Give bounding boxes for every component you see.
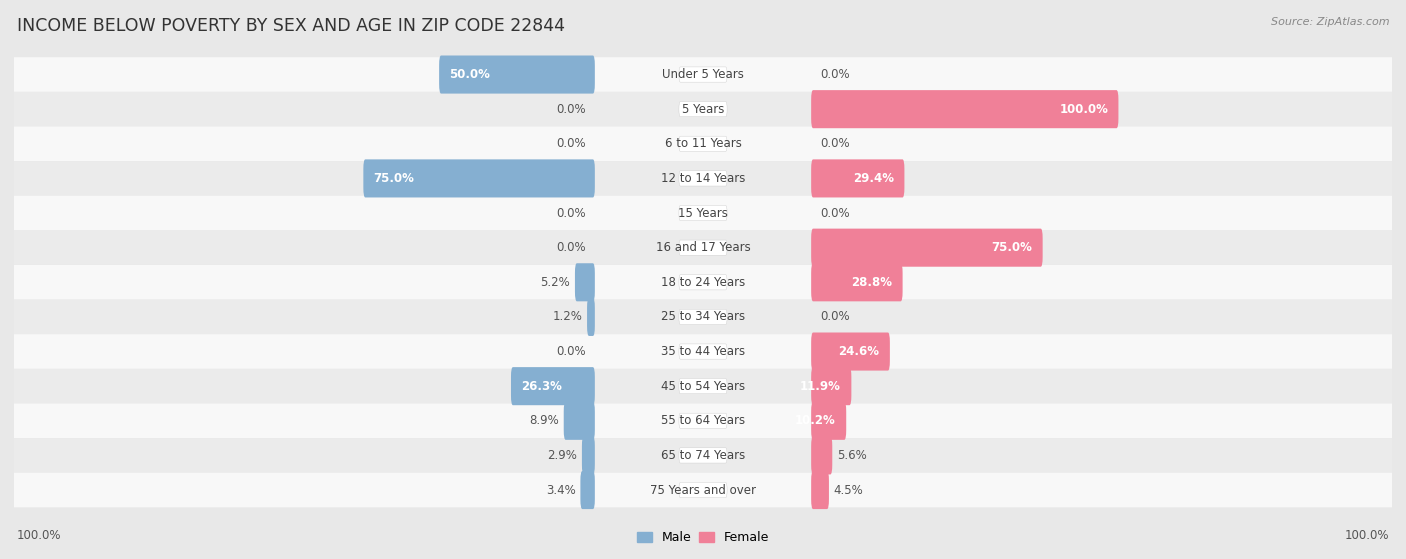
- Text: Source: ZipAtlas.com: Source: ZipAtlas.com: [1271, 17, 1389, 27]
- FancyBboxPatch shape: [811, 437, 832, 475]
- FancyBboxPatch shape: [679, 67, 727, 82]
- Text: 0.0%: 0.0%: [557, 345, 586, 358]
- Text: 75.0%: 75.0%: [991, 241, 1032, 254]
- FancyBboxPatch shape: [0, 300, 1406, 334]
- FancyBboxPatch shape: [0, 369, 1406, 404]
- FancyBboxPatch shape: [679, 102, 727, 117]
- FancyBboxPatch shape: [582, 437, 595, 475]
- Text: 5.6%: 5.6%: [837, 449, 868, 462]
- FancyBboxPatch shape: [581, 471, 595, 509]
- FancyBboxPatch shape: [0, 92, 1406, 126]
- Text: 8.9%: 8.9%: [529, 414, 560, 427]
- Text: 0.0%: 0.0%: [557, 138, 586, 150]
- Text: 2.9%: 2.9%: [547, 449, 576, 462]
- FancyBboxPatch shape: [0, 161, 1406, 196]
- Text: 1.2%: 1.2%: [553, 310, 582, 324]
- Text: 12 to 14 Years: 12 to 14 Years: [661, 172, 745, 185]
- FancyBboxPatch shape: [0, 438, 1406, 473]
- FancyBboxPatch shape: [811, 159, 904, 197]
- FancyBboxPatch shape: [0, 230, 1406, 265]
- FancyBboxPatch shape: [363, 159, 595, 197]
- Text: Under 5 Years: Under 5 Years: [662, 68, 744, 81]
- FancyBboxPatch shape: [679, 413, 727, 428]
- FancyBboxPatch shape: [0, 57, 1406, 92]
- FancyBboxPatch shape: [679, 344, 727, 359]
- FancyBboxPatch shape: [0, 126, 1406, 161]
- Text: 18 to 24 Years: 18 to 24 Years: [661, 276, 745, 289]
- FancyBboxPatch shape: [0, 196, 1406, 230]
- FancyBboxPatch shape: [679, 240, 727, 255]
- Text: 0.0%: 0.0%: [820, 206, 849, 220]
- FancyBboxPatch shape: [439, 55, 595, 93]
- Text: 45 to 54 Years: 45 to 54 Years: [661, 380, 745, 392]
- FancyBboxPatch shape: [679, 482, 727, 498]
- Text: INCOME BELOW POVERTY BY SEX AND AGE IN ZIP CODE 22844: INCOME BELOW POVERTY BY SEX AND AGE IN Z…: [17, 17, 565, 35]
- FancyBboxPatch shape: [679, 171, 727, 186]
- Text: 65 to 74 Years: 65 to 74 Years: [661, 449, 745, 462]
- FancyBboxPatch shape: [811, 471, 830, 509]
- FancyBboxPatch shape: [0, 404, 1406, 438]
- FancyBboxPatch shape: [679, 136, 727, 151]
- Text: 100.0%: 100.0%: [1344, 529, 1389, 542]
- Text: 16 and 17 Years: 16 and 17 Years: [655, 241, 751, 254]
- Text: 55 to 64 Years: 55 to 64 Years: [661, 414, 745, 427]
- Text: 10.2%: 10.2%: [796, 414, 837, 427]
- Text: 0.0%: 0.0%: [557, 206, 586, 220]
- FancyBboxPatch shape: [0, 334, 1406, 369]
- FancyBboxPatch shape: [0, 473, 1406, 508]
- Text: 0.0%: 0.0%: [820, 138, 849, 150]
- FancyBboxPatch shape: [679, 448, 727, 463]
- FancyBboxPatch shape: [510, 367, 595, 405]
- Text: 35 to 44 Years: 35 to 44 Years: [661, 345, 745, 358]
- FancyBboxPatch shape: [811, 333, 890, 371]
- FancyBboxPatch shape: [811, 367, 852, 405]
- Text: 6 to 11 Years: 6 to 11 Years: [665, 138, 741, 150]
- Text: 26.3%: 26.3%: [522, 380, 562, 392]
- Text: 4.5%: 4.5%: [834, 484, 863, 496]
- FancyBboxPatch shape: [679, 274, 727, 290]
- FancyBboxPatch shape: [0, 265, 1406, 300]
- Text: 28.8%: 28.8%: [851, 276, 893, 289]
- FancyBboxPatch shape: [811, 263, 903, 301]
- FancyBboxPatch shape: [564, 402, 595, 440]
- FancyBboxPatch shape: [575, 263, 595, 301]
- Text: 15 Years: 15 Years: [678, 206, 728, 220]
- FancyBboxPatch shape: [679, 205, 727, 221]
- Text: 3.4%: 3.4%: [546, 484, 575, 496]
- Text: 5 Years: 5 Years: [682, 103, 724, 116]
- Text: 0.0%: 0.0%: [557, 103, 586, 116]
- FancyBboxPatch shape: [679, 309, 727, 325]
- Legend: Male, Female: Male, Female: [637, 532, 769, 544]
- Text: 50.0%: 50.0%: [450, 68, 491, 81]
- Text: 0.0%: 0.0%: [820, 310, 849, 324]
- Text: 100.0%: 100.0%: [17, 529, 62, 542]
- Text: 0.0%: 0.0%: [557, 241, 586, 254]
- Text: 75 Years and over: 75 Years and over: [650, 484, 756, 496]
- Text: 24.6%: 24.6%: [838, 345, 880, 358]
- Text: 11.9%: 11.9%: [800, 380, 841, 392]
- FancyBboxPatch shape: [679, 378, 727, 394]
- FancyBboxPatch shape: [588, 298, 595, 336]
- Text: 5.2%: 5.2%: [540, 276, 569, 289]
- FancyBboxPatch shape: [811, 90, 1118, 128]
- FancyBboxPatch shape: [811, 229, 1043, 267]
- Text: 0.0%: 0.0%: [820, 68, 849, 81]
- Text: 100.0%: 100.0%: [1059, 103, 1108, 116]
- FancyBboxPatch shape: [811, 402, 846, 440]
- Text: 25 to 34 Years: 25 to 34 Years: [661, 310, 745, 324]
- Text: 75.0%: 75.0%: [374, 172, 415, 185]
- Text: 29.4%: 29.4%: [853, 172, 894, 185]
